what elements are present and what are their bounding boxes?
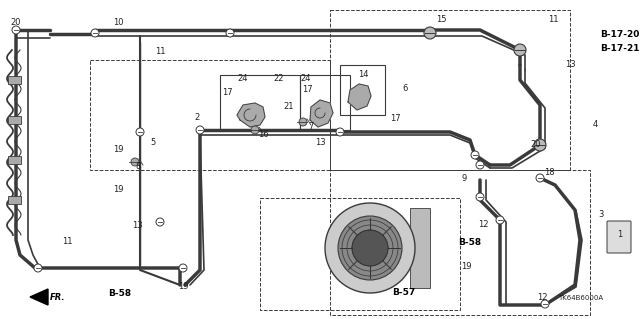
Bar bbox=[330, 170, 590, 315]
Circle shape bbox=[336, 128, 344, 136]
Circle shape bbox=[476, 161, 484, 169]
Bar bbox=[300, 75, 350, 130]
Bar bbox=[8, 196, 21, 204]
Bar bbox=[8, 116, 21, 124]
Text: 21: 21 bbox=[283, 102, 294, 111]
Text: 24: 24 bbox=[237, 74, 248, 83]
Circle shape bbox=[534, 139, 546, 151]
Text: 15: 15 bbox=[436, 15, 447, 24]
Circle shape bbox=[251, 126, 259, 134]
Text: 19: 19 bbox=[461, 262, 472, 271]
Bar bbox=[260, 198, 460, 310]
Text: 19: 19 bbox=[113, 185, 124, 194]
Text: 18: 18 bbox=[544, 168, 555, 177]
Text: 17: 17 bbox=[302, 85, 312, 94]
Bar bbox=[330, 10, 570, 170]
Text: 17: 17 bbox=[390, 114, 401, 123]
Bar bbox=[8, 156, 21, 164]
Text: 17: 17 bbox=[222, 88, 232, 97]
Text: 3: 3 bbox=[598, 210, 604, 219]
Polygon shape bbox=[348, 84, 371, 110]
Bar bbox=[220, 75, 300, 130]
Circle shape bbox=[536, 141, 544, 149]
Text: 20: 20 bbox=[10, 18, 20, 27]
Text: 11: 11 bbox=[548, 15, 559, 24]
Polygon shape bbox=[310, 100, 333, 127]
Bar bbox=[8, 76, 21, 84]
Text: 12: 12 bbox=[478, 220, 488, 229]
Text: 16: 16 bbox=[258, 130, 269, 139]
Bar bbox=[90, 60, 330, 170]
Text: 19: 19 bbox=[178, 282, 189, 291]
Circle shape bbox=[424, 27, 436, 39]
Text: TK64B6000A: TK64B6000A bbox=[558, 295, 603, 301]
Circle shape bbox=[471, 151, 479, 159]
Text: 13: 13 bbox=[315, 138, 326, 147]
Text: 11: 11 bbox=[155, 47, 166, 56]
Text: 11: 11 bbox=[62, 237, 72, 246]
Text: FR.: FR. bbox=[50, 293, 65, 301]
Text: 13: 13 bbox=[565, 60, 575, 69]
Text: 1: 1 bbox=[617, 230, 622, 239]
Circle shape bbox=[156, 218, 164, 226]
Text: 4: 4 bbox=[593, 120, 598, 129]
Text: 8: 8 bbox=[135, 162, 140, 171]
Text: 7: 7 bbox=[308, 122, 314, 131]
Circle shape bbox=[34, 264, 42, 272]
Text: B-17-20: B-17-20 bbox=[600, 30, 639, 39]
Circle shape bbox=[136, 128, 144, 136]
Circle shape bbox=[91, 29, 99, 37]
Text: 20: 20 bbox=[530, 140, 541, 149]
Circle shape bbox=[352, 230, 388, 266]
Circle shape bbox=[299, 118, 307, 126]
Text: 12: 12 bbox=[537, 293, 547, 302]
Circle shape bbox=[196, 126, 204, 134]
Polygon shape bbox=[237, 103, 265, 127]
Circle shape bbox=[325, 203, 415, 293]
Text: B-58: B-58 bbox=[458, 238, 481, 247]
Text: 6: 6 bbox=[402, 84, 408, 93]
Text: 2: 2 bbox=[194, 113, 199, 122]
Text: B-57: B-57 bbox=[392, 288, 415, 297]
Bar bbox=[340, 65, 385, 115]
Circle shape bbox=[541, 300, 549, 308]
Bar bbox=[410, 208, 430, 288]
Circle shape bbox=[12, 26, 20, 34]
Polygon shape bbox=[30, 289, 48, 305]
FancyBboxPatch shape bbox=[607, 221, 631, 253]
Text: 9: 9 bbox=[462, 174, 467, 183]
Text: 13: 13 bbox=[132, 221, 143, 230]
Circle shape bbox=[131, 158, 139, 166]
Text: 14: 14 bbox=[358, 70, 369, 79]
Circle shape bbox=[338, 216, 402, 280]
Circle shape bbox=[226, 29, 234, 37]
Circle shape bbox=[496, 216, 504, 224]
Circle shape bbox=[514, 44, 526, 56]
Text: B-17-21: B-17-21 bbox=[600, 44, 639, 53]
Circle shape bbox=[516, 46, 524, 54]
Text: 24: 24 bbox=[300, 74, 310, 83]
Text: 22: 22 bbox=[273, 74, 284, 83]
Text: 10: 10 bbox=[113, 18, 124, 27]
Circle shape bbox=[179, 264, 187, 272]
Text: 19: 19 bbox=[113, 145, 124, 154]
Text: 5: 5 bbox=[150, 138, 156, 147]
Circle shape bbox=[476, 193, 484, 201]
Text: B-58: B-58 bbox=[108, 289, 131, 298]
Circle shape bbox=[536, 174, 544, 182]
